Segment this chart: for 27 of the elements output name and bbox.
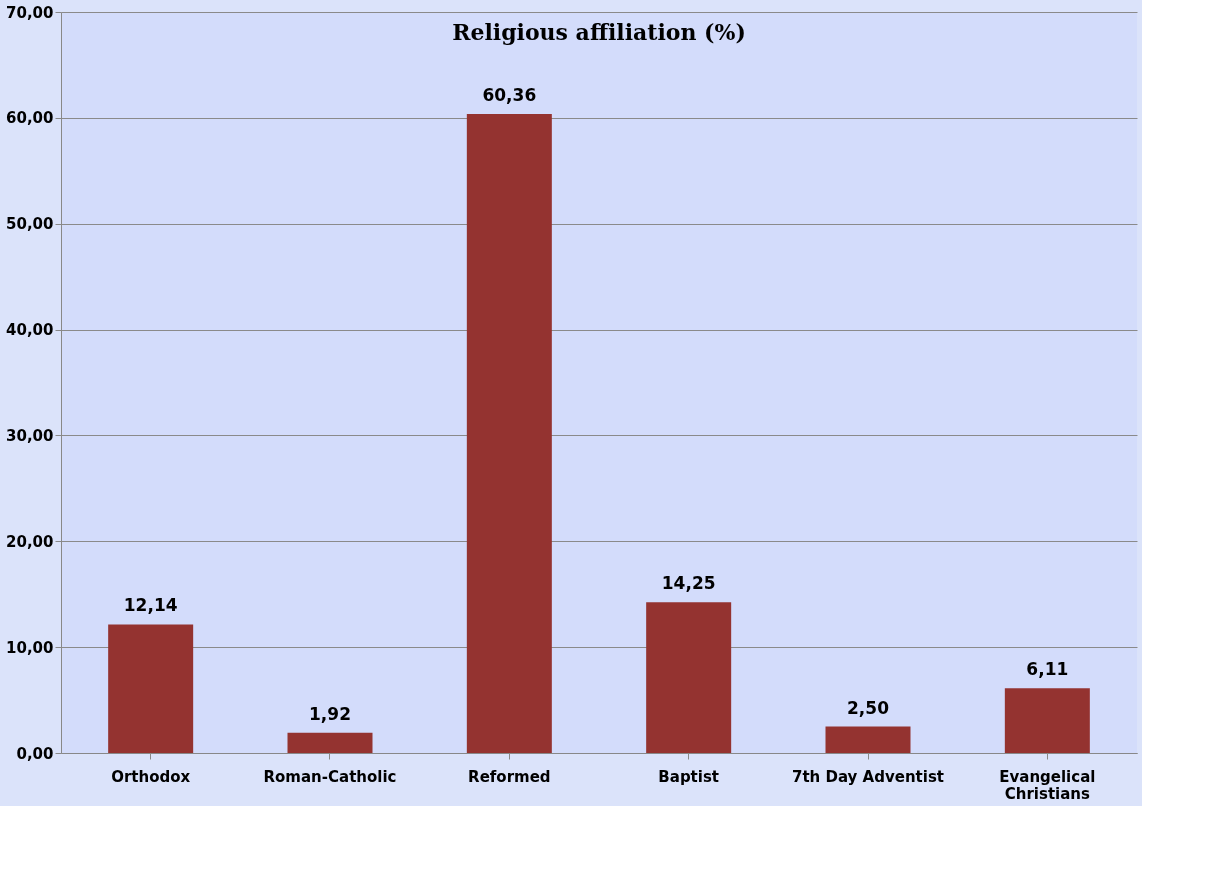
x-tick-label: Roman-Catholic <box>263 767 397 786</box>
data-label: 12,14 <box>123 595 178 616</box>
x-tick-label: Reformed <box>468 767 551 786</box>
y-tick-label: 0,00 <box>16 744 54 763</box>
data-label: 60,36 <box>482 85 537 106</box>
y-tick-label: 50,00 <box>6 215 54 234</box>
x-tick-label: 7th Day Adventist <box>791 767 945 786</box>
data-label: 6,11 <box>1026 659 1069 680</box>
x-tick-label: Baptist <box>658 767 720 786</box>
bar <box>466 114 552 753</box>
x-tick-label: Evangelical Christians <box>999 767 1096 803</box>
y-tick-label: 70,00 <box>6 3 54 22</box>
y-tick-label: 10,00 <box>6 638 54 657</box>
bar <box>287 732 373 753</box>
bar <box>825 726 911 753</box>
y-tick-label: 60,00 <box>6 109 54 128</box>
y-tick-label: 20,00 <box>6 532 54 551</box>
y-tick-label: 40,00 <box>6 321 54 340</box>
bar <box>646 602 732 753</box>
data-label: 14,25 <box>661 573 716 594</box>
chart-title: Religious affiliation (%) <box>452 19 746 45</box>
data-label: 2,50 <box>847 697 890 718</box>
x-tick-label: Orthodox <box>111 767 191 786</box>
data-label: 1,92 <box>309 703 351 724</box>
y-tick-label: 30,00 <box>6 426 54 445</box>
bar <box>108 624 194 753</box>
bar <box>1004 688 1090 753</box>
